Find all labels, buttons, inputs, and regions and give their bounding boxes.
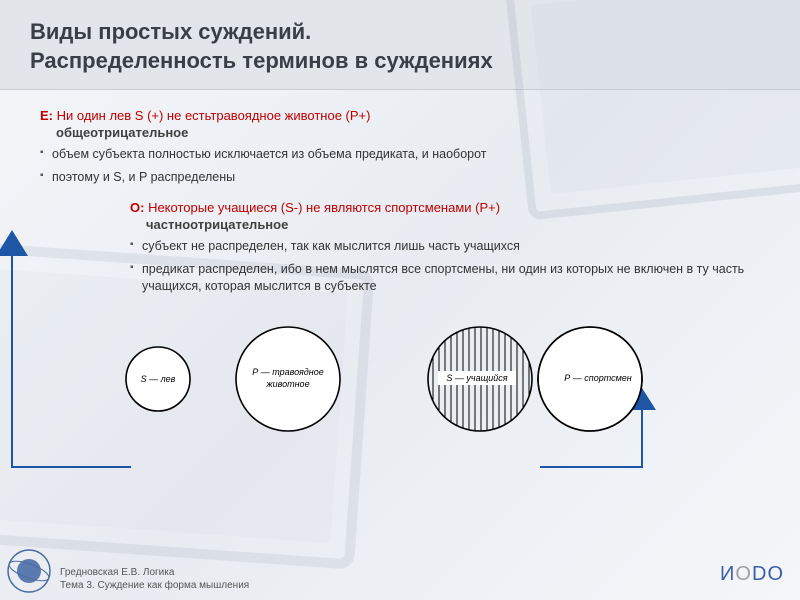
arrow-stem-left (11, 256, 13, 466)
e-bullet-1: объем субъекта полностью исключается из … (40, 146, 770, 163)
slide-content: E: Ни один лев S (+) не естьтравоядное ж… (0, 90, 800, 436)
arrow-base-right (540, 466, 643, 468)
logo-char-4: О (767, 563, 784, 585)
arrow-up-left (0, 230, 28, 256)
e-type-label: общеотрицательное (56, 125, 770, 140)
logo-char-1: И (720, 563, 735, 585)
venn-diagram: S — лев Р — травоядное животное S — учащ… (100, 317, 770, 437)
arrow-base-left (11, 466, 131, 468)
label-p-herb-1: Р — травоядное (252, 367, 323, 377)
e-title-line: E: Ни один лев S (+) не естьтравоядное ж… (40, 108, 770, 123)
label-s-lev: S — лев (141, 374, 176, 384)
e-marker: E: (40, 108, 53, 123)
label-s-student: S — учащийся (446, 373, 507, 383)
o-type-label: частноотрицательное (146, 217, 770, 232)
venn-svg: S — лев Р — травоядное животное S — учащ… (100, 317, 740, 437)
o-title: Некоторые учащиеся (S-) не являются спор… (144, 200, 500, 215)
logo-char-2: О (735, 563, 752, 585)
footer: Гредновская Е.В. Логика Тема 3. Суждение… (60, 566, 249, 592)
title-line-2: Распределенность терминов в суждениях (30, 48, 493, 73)
logo-char-3: D (752, 563, 767, 585)
o-bullet-2: предикат распределен, ибо в нем мыслятся… (130, 261, 770, 295)
label-p-herb-2: животное (265, 379, 309, 389)
title-line-1: Виды простых суждений. (30, 19, 311, 44)
o-title-line: O: Некоторые учащиеся (S-) не являются с… (130, 200, 770, 215)
iodo-logo: ИОDО (720, 563, 784, 586)
o-marker: O: (130, 200, 144, 215)
slide-header: Виды простых суждений. Распределенность … (0, 0, 800, 90)
e-title: Ни один лев S (+) не естьтравоядное живо… (53, 108, 370, 123)
footer-line-1: Гредновская Е.В. Логика (60, 566, 249, 579)
block-e: E: Ни один лев S (+) не естьтравоядное ж… (40, 108, 770, 186)
o-bullets: субъект не распределен, так как мыслится… (130, 238, 770, 295)
block-o: O: Некоторые учащиеся (S-) не являются с… (130, 200, 770, 295)
university-logo-icon (6, 548, 52, 594)
slide-title: Виды простых суждений. Распределенность … (30, 18, 770, 75)
o-bullet-1: субъект не распределен, так как мыслится… (130, 238, 770, 255)
e-bullet-2: поэтому и S, и P распределены (40, 169, 770, 186)
label-p-sport: Р — спортсмен (564, 373, 632, 383)
footer-line-2: Тема 3. Суждение как форма мышления (60, 579, 249, 592)
e-bullets: объем субъекта полностью исключается из … (40, 146, 770, 186)
